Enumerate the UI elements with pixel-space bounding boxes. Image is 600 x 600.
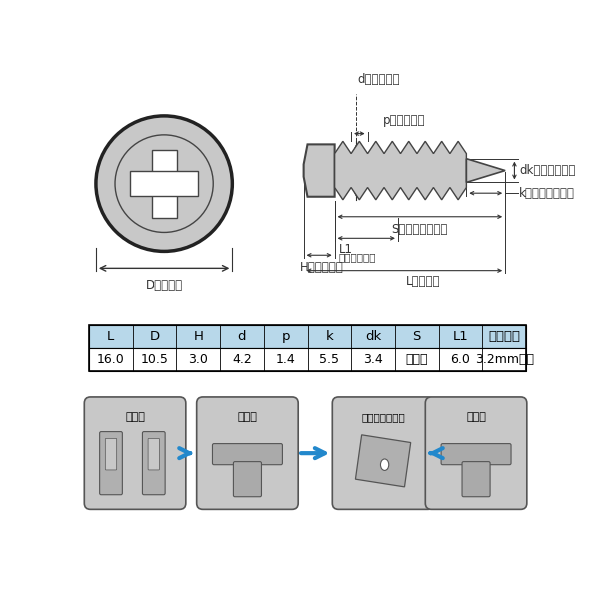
Text: 座くり穴付金物: 座くり穴付金物 xyxy=(361,412,405,422)
Text: 10.5: 10.5 xyxy=(140,353,169,366)
Text: L: L xyxy=(107,329,115,343)
Text: p: p xyxy=(281,329,290,343)
FancyBboxPatch shape xyxy=(462,461,490,497)
Polygon shape xyxy=(152,150,176,218)
Text: S: S xyxy=(413,329,421,343)
Text: L1: L1 xyxy=(452,329,469,343)
Text: 薄銅板: 薄銅板 xyxy=(125,412,145,422)
Polygon shape xyxy=(335,154,466,187)
Text: S（ねじ部長さ）: S（ねじ部長さ） xyxy=(392,223,448,236)
Text: L1: L1 xyxy=(338,243,353,256)
Polygon shape xyxy=(466,159,505,182)
Ellipse shape xyxy=(380,459,389,470)
Text: 3.4: 3.4 xyxy=(363,353,383,366)
FancyBboxPatch shape xyxy=(142,431,165,495)
Text: 適用板厉: 適用板厉 xyxy=(488,329,520,343)
Text: L（全長）: L（全長） xyxy=(406,275,440,288)
Text: 鉄　骨: 鉄 骨 xyxy=(238,412,257,422)
FancyBboxPatch shape xyxy=(441,443,511,464)
Text: D: D xyxy=(149,329,160,343)
FancyBboxPatch shape xyxy=(425,397,527,509)
Polygon shape xyxy=(89,347,526,371)
Text: k（ドリル長さ）: k（ドリル長さ） xyxy=(519,187,575,200)
Text: （働き長さ）: （働き長さ） xyxy=(338,252,376,262)
FancyBboxPatch shape xyxy=(84,397,186,509)
Text: 鉄　骨: 鉄 骨 xyxy=(466,412,486,422)
FancyBboxPatch shape xyxy=(197,397,298,509)
Polygon shape xyxy=(130,172,198,196)
Text: dk: dk xyxy=(365,329,381,343)
Text: 5.5: 5.5 xyxy=(319,353,340,366)
Text: k: k xyxy=(325,329,333,343)
Text: 4.2: 4.2 xyxy=(232,353,252,366)
Text: dk（ドリル幅）: dk（ドリル幅） xyxy=(519,164,575,177)
Polygon shape xyxy=(355,435,410,487)
Text: 3.0: 3.0 xyxy=(188,353,208,366)
Text: d（ねじ径）: d（ねじ径） xyxy=(358,73,400,86)
FancyBboxPatch shape xyxy=(148,439,160,470)
Polygon shape xyxy=(304,145,335,197)
FancyBboxPatch shape xyxy=(233,461,262,497)
FancyBboxPatch shape xyxy=(106,439,116,470)
FancyBboxPatch shape xyxy=(100,431,122,495)
Polygon shape xyxy=(335,141,466,200)
Text: 6.0: 6.0 xyxy=(451,353,470,366)
FancyBboxPatch shape xyxy=(212,443,283,464)
Polygon shape xyxy=(89,325,526,347)
Text: p（ピッチ）: p（ピッチ） xyxy=(383,115,425,127)
Text: 全ねじ: 全ねじ xyxy=(406,353,428,366)
Text: H（頭高さ）: H（頭高さ） xyxy=(300,262,343,274)
FancyBboxPatch shape xyxy=(332,397,434,509)
Text: d: d xyxy=(238,329,246,343)
Text: 3.2mmまで: 3.2mmまで xyxy=(475,353,533,366)
Text: H: H xyxy=(193,329,203,343)
Text: D（頭径）: D（頭径） xyxy=(146,279,182,292)
Text: 16.0: 16.0 xyxy=(97,353,125,366)
Text: 1.4: 1.4 xyxy=(276,353,296,366)
Circle shape xyxy=(96,116,232,251)
